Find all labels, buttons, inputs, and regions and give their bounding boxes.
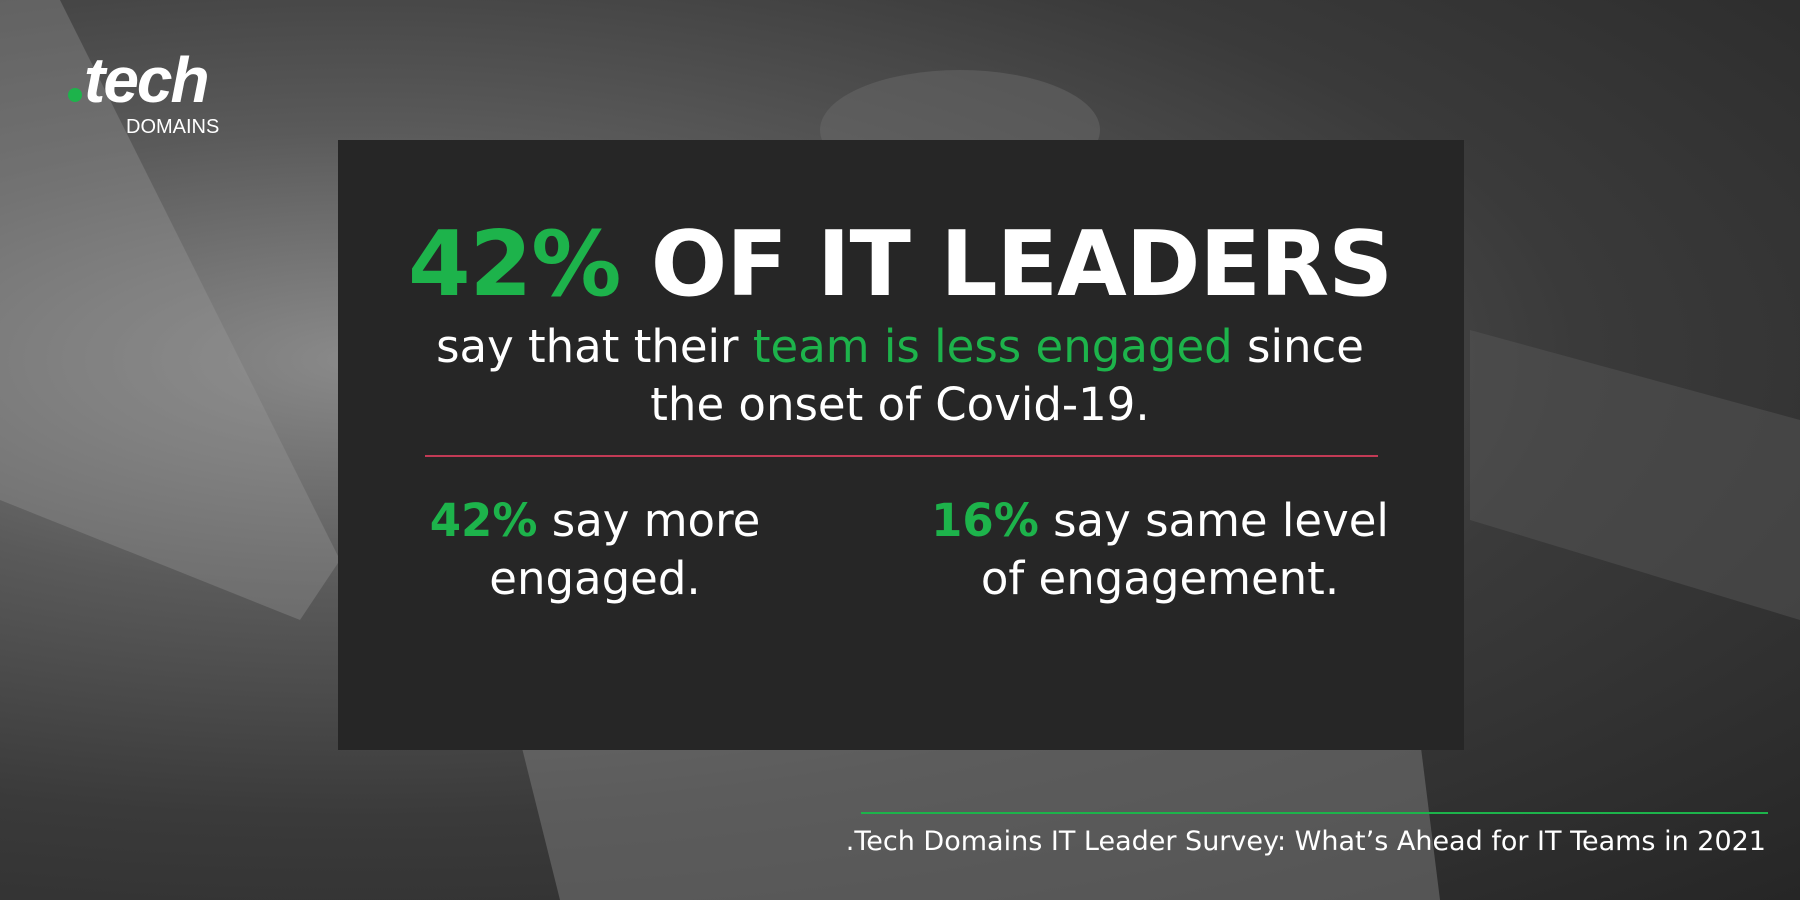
stat-text: say more engaged. [489, 494, 761, 605]
headline: 42% OF IT LEADERS [0, 212, 1800, 317]
divider [425, 455, 1378, 457]
stat: 16% say same level of engagement. [930, 492, 1390, 608]
subtext-highlight: team is less engaged [752, 320, 1233, 373]
logo-sub: DOMAINS [126, 116, 220, 138]
stat-value: 42% [429, 494, 538, 547]
subtext: say that their team is less engaged sinc… [400, 318, 1400, 434]
stat-value: 16% [931, 494, 1039, 547]
logo: tech DOMAINS [68, 48, 219, 138]
subtext-before: say that their [436, 320, 739, 373]
footer-rule [861, 812, 1768, 814]
laptop-lid [0, 0, 340, 620]
headline-text: OF IT LEADERS [650, 212, 1393, 317]
footer: .Tech Domains IT Leader Survey: What’s A… [845, 826, 1766, 857]
keyboard [520, 740, 1440, 900]
subtext-after: since the onset of Covid-19. [650, 320, 1364, 431]
stat: 42% say more engaged. [420, 492, 770, 608]
arm [1470, 330, 1800, 620]
headline-stat: 42% [407, 212, 621, 317]
stat-text: say same level of engagement. [980, 494, 1389, 605]
logo-name: tech [84, 44, 210, 116]
card [338, 140, 1464, 750]
